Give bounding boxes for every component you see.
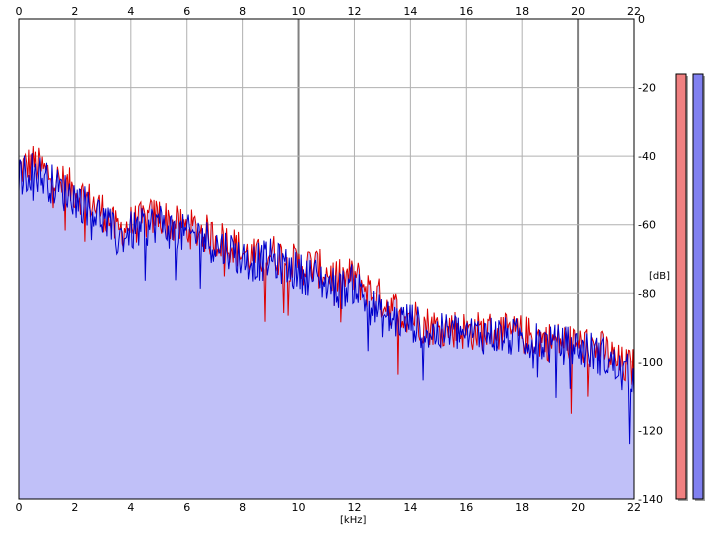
- x-ticks-top: 0 2 4 6 8 10 12 14 16 18 20 22: [16, 5, 642, 18]
- x-tick-label: 2: [71, 5, 78, 18]
- y-tick-label: -140: [638, 493, 663, 506]
- x-tick-label: 22: [627, 501, 641, 514]
- x-axis-unit-label: [kHz]: [340, 515, 367, 526]
- level-meter-right: [692, 73, 704, 500]
- x-tick-label: 4: [127, 501, 134, 514]
- x-tick-label: 12: [347, 5, 361, 18]
- y-tick-label: 0: [638, 13, 645, 26]
- y-tick-label: -20: [638, 82, 656, 95]
- x-tick-label: 8: [239, 501, 246, 514]
- x-tick-label: 6: [183, 5, 190, 18]
- x-tick-label: 20: [571, 501, 585, 514]
- y-tick-label: -120: [638, 424, 663, 437]
- y-tick-label: -100: [638, 356, 663, 369]
- x-tick-label: 18: [515, 501, 529, 514]
- series-line-blue: [18, 153, 635, 445]
- level-meters: [675, 73, 705, 501]
- x-tick-label: 20: [571, 5, 585, 18]
- x-tick-label: 4: [127, 5, 134, 18]
- series-lines: [18, 145, 635, 445]
- x-tick-label: 10: [292, 501, 306, 514]
- x-ticks-bottom: 0 2 4 6 8 10 12 14 16 18 20 22: [16, 501, 642, 514]
- level-meter-left: [675, 73, 687, 500]
- y-tick-label: -60: [638, 219, 656, 232]
- y-tick-label: -80: [638, 287, 656, 300]
- x-tick-label: 2: [71, 501, 78, 514]
- y-tick-label: -40: [638, 150, 656, 163]
- plot-border: [18, 18, 635, 500]
- x-tick-label: 16: [459, 501, 473, 514]
- x-tick-label: 10: [292, 5, 306, 18]
- x-tick-label: 0: [16, 501, 23, 514]
- x-tick-label: 22: [627, 5, 641, 18]
- x-tick-label: 0: [16, 5, 23, 18]
- x-tick-label: 12: [347, 501, 361, 514]
- x-tick-label: 6: [183, 501, 190, 514]
- x-tick-label: 16: [459, 5, 473, 18]
- y-ticks: 0 -20 -40 -60 -80 -100 -120 -140: [638, 13, 663, 506]
- x-tick-label: 14: [403, 5, 417, 18]
- x-tick-label: 18: [515, 5, 529, 18]
- y-axis-unit-label: [dB]: [649, 271, 671, 282]
- x-tick-label: 8: [239, 5, 246, 18]
- x-tick-label: 14: [403, 501, 417, 514]
